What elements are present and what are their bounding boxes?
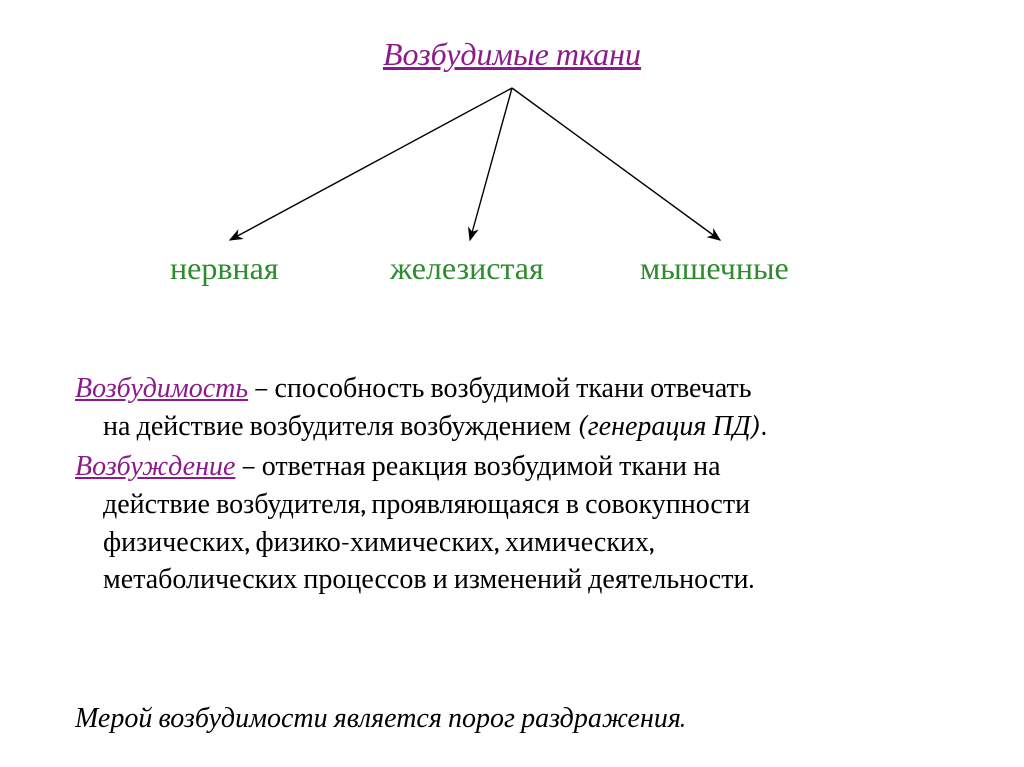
definition-1: Возбудимость – способность возбудимой тк… [75, 370, 955, 446]
def1-line2: на действие возбудителя возбуждением [103, 410, 577, 442]
def2-line2: действие возбудителя, проявляющаяся в со… [75, 486, 955, 524]
branch-label-right: мышечные [640, 250, 789, 287]
arrow-right [512, 88, 720, 240]
def1-line2-wrap: на действие возбудителя возбуждением (ге… [75, 408, 955, 446]
branch-label-left: нервная [170, 250, 278, 287]
def1-paren: (генерация ПД) [577, 410, 761, 442]
branch-arrows [0, 80, 1024, 250]
definition-2: Возбуждение – ответная реакция возбудимо… [75, 448, 955, 599]
term-1: Возбудимость [75, 372, 248, 404]
def2-line4: метаболических процессов и изменений дея… [75, 561, 955, 599]
def2-line3: физических, физико-химических, химически… [75, 524, 955, 562]
arrow-mid [470, 88, 512, 240]
diagram-title: Возбудимые ткани [0, 36, 1024, 73]
footer-statement: Мерой возбудимости является порог раздра… [75, 700, 955, 738]
term-2: Возбуждение [75, 450, 235, 482]
def1-dot: . [761, 410, 767, 442]
def1-line1: – способность возбудимой ткани отвечать [248, 372, 751, 404]
branch-label-mid: железистая [390, 250, 544, 287]
arrow-left [230, 88, 512, 240]
def2-line1: – ответная реакция возбудимой ткани на [235, 450, 720, 482]
